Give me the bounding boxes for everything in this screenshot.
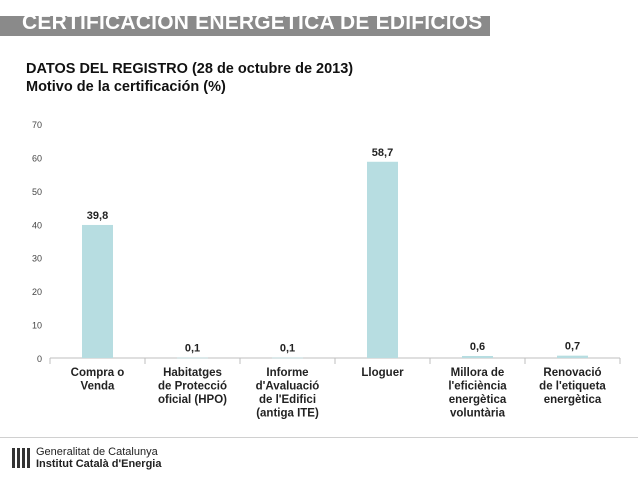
footer-divider [0, 437, 638, 438]
bar-chart: 0 10 20 30 40 50 60 70 39,8 Compra o Venda 0,1 Habit… [32, 120, 621, 420]
category-label-2-0: Informe [266, 367, 308, 379]
category-label-1-2: oficial (HPO) [158, 394, 227, 406]
bar-value-label-2: 0,1 [280, 343, 295, 355]
category-label-4-0: Millora de [451, 367, 505, 379]
category-label-4-3: voluntària [450, 408, 506, 420]
footer-organization: Generalitat de Catalunya [36, 446, 158, 458]
chart-subheading: Motivo de la certificación (%) [26, 79, 226, 95]
category-label-1-0: Habitatges [163, 367, 222, 379]
category-label-5-1: de l'etiqueta [539, 381, 606, 393]
category-label-0-0: Compra o [71, 367, 125, 379]
bar-2 [272, 357, 303, 359]
page-title: CERTIFICACIÓN ENERGÉTICA DE EDIFICIOS [22, 11, 483, 34]
title-banner-bar [0, 16, 490, 36]
y-tick-label-4: 40 [32, 220, 42, 230]
bar-value-label-0: 39,8 [87, 210, 108, 222]
bar-4 [462, 355, 493, 358]
title-banner: CERTIFICACIÓN ENERGÉTICA DE EDIFICIOS [0, 0, 638, 37]
chart-heading: DATOS DEL REGISTRO (28 de octubre de 201… [26, 61, 354, 77]
category-label-2-1: d'Avaluació [256, 381, 320, 393]
y-tick-label-1: 10 [32, 321, 42, 331]
category-label-4-2: energètica [449, 394, 507, 406]
category-label-5-0: Renovació [543, 367, 601, 379]
bar-value-label-5: 0,7 [565, 341, 580, 353]
y-tick-label-3: 30 [32, 254, 42, 264]
y-tick-label-6: 60 [32, 153, 42, 163]
category-label-4-1: l'eficiència [448, 381, 507, 393]
bar-3 [367, 161, 398, 358]
bar-1 [177, 357, 208, 359]
category-label-1-1: de Protecció [158, 381, 227, 393]
bar-value-label-4: 0,6 [470, 341, 485, 353]
category-label-2-2: de l'Edifici [259, 394, 316, 406]
category-label-5-2: energètica [544, 394, 602, 406]
footer-institute: Institut Català d'Energia [36, 458, 162, 470]
y-tick-label-0: 0 [37, 354, 42, 364]
category-label-3-0: Lloguer [361, 367, 404, 379]
bar-5 [557, 355, 588, 358]
generalitat-logo-icon [12, 448, 30, 468]
bar-value-label-3: 58,7 [372, 147, 393, 159]
y-tick-label-2: 20 [32, 287, 42, 297]
bar-value-label-1: 0,1 [185, 343, 200, 355]
y-tick-label-7: 70 [32, 120, 42, 130]
bar-0 [82, 224, 113, 358]
category-label-2-3: (antiga ITE) [256, 408, 319, 420]
category-label-0-1: Venda [81, 381, 115, 393]
y-tick-label-5: 50 [32, 187, 42, 197]
